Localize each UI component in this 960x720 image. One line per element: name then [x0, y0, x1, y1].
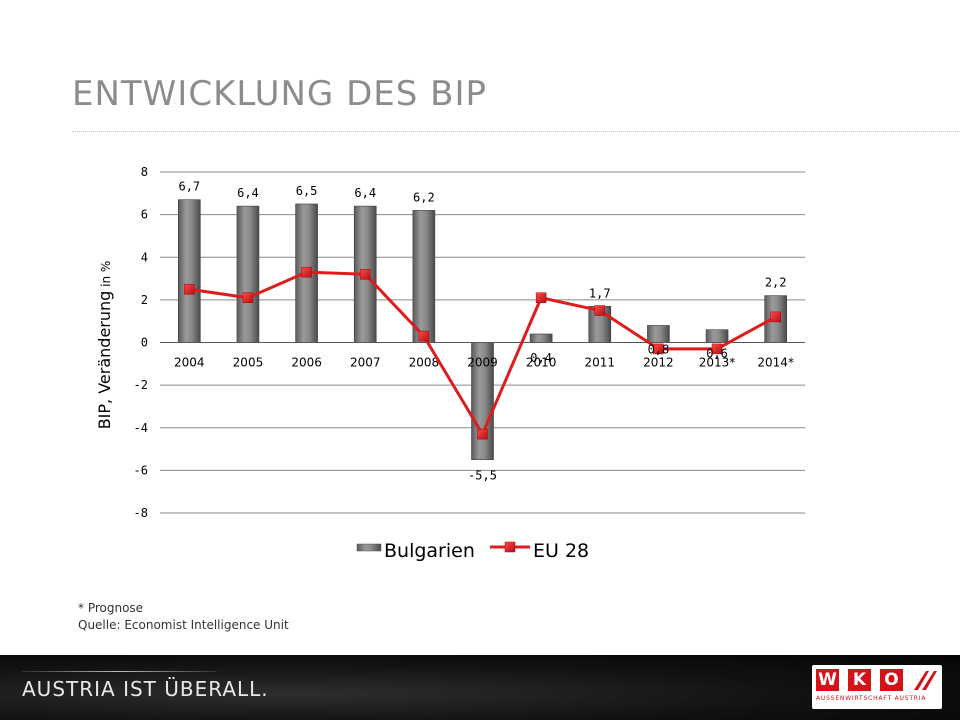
- y-axis-label: BIP, Veränderung in %: [95, 261, 114, 430]
- legend: Bulgarien EU 28: [356, 540, 589, 562]
- x-axis-ticks: 2004 2005 2006 2007 2008 2009 2010 2011 2012 2013…: [174, 356, 794, 370]
- bar: [178, 199, 201, 343]
- x-tick-label: 2007: [350, 356, 381, 370]
- x-tick-label: 2013*: [699, 356, 736, 370]
- x-tick-label: 2014*: [757, 356, 794, 370]
- logo-letter-w: W: [816, 669, 839, 691]
- y-axis-label-main: BIP, Veränderung: [95, 291, 114, 430]
- tagline: AUSTRIA IST ÜBERALL.: [22, 677, 269, 701]
- bar-data-label: -5,5: [468, 469, 497, 483]
- eu28-marker: [535, 292, 547, 303]
- footnote-prognose: * Prognose: [78, 601, 144, 615]
- bar-data-label: 6,5: [296, 184, 318, 198]
- legend-swatch-bulgarien: [356, 543, 382, 552]
- wko-logo: W K O AUSSENWIRTSCHAFT AUSTRIA: [812, 665, 942, 709]
- eu28-marker: [184, 283, 195, 295]
- bar: [236, 205, 260, 343]
- y-axis-label-unit: in %: [99, 261, 113, 291]
- bar-data-label: 0,6: [706, 347, 728, 361]
- footer-bar: AUSTRIA IST ÜBERALL. W K O AUSSENWIRTSCH…: [0, 655, 960, 720]
- bar-data-label: 6,7: [178, 180, 200, 194]
- x-tick-label: 2011: [584, 356, 615, 370]
- eu28-marker: [242, 292, 254, 303]
- page-title: ENTWICKLUNG DES BIP: [72, 74, 487, 114]
- eu28-marker: [594, 305, 606, 316]
- bar: [529, 333, 553, 343]
- logo-swoosh-icon: [914, 671, 937, 690]
- bar-data-label: 0,4: [530, 351, 552, 365]
- x-tick-label: 2009: [467, 356, 498, 370]
- y-axis-ticks: 8 6 4 2 0 -2 -4 -6 -8: [134, 165, 148, 520]
- legend-label-eu28: EU 28: [533, 540, 589, 562]
- bar: [412, 210, 436, 343]
- y-tick-label: 8: [141, 165, 148, 179]
- line-eu28: [184, 266, 781, 440]
- gridlines: [160, 171, 805, 514]
- bar-data-label: 6,2: [413, 190, 435, 204]
- title-divider: [72, 131, 960, 132]
- logo-letter-k: K: [848, 669, 871, 691]
- bar: [705, 329, 729, 343]
- y-tick-label: -8: [134, 506, 148, 520]
- bar-data-labels: 6,7 6,4 6,5 6,4 6,2 -5,5 0,4 1,7 0,8 0,6 2,2: [178, 180, 786, 483]
- bar-data-label: 6,4: [354, 186, 376, 200]
- y-tick-label: -6: [134, 463, 148, 477]
- y-tick-label: -4: [134, 421, 148, 435]
- bar-data-label: 6,4: [237, 186, 259, 200]
- y-tick-label: 4: [141, 250, 148, 264]
- y-tick-label: 6: [141, 208, 148, 222]
- x-tick-label: 2010: [526, 356, 557, 370]
- x-tick-label: 2008: [409, 356, 440, 370]
- logo-subtitle: AUSSENWIRTSCHAFT AUSTRIA: [816, 695, 927, 702]
- x-tick-label: 2004: [174, 356, 205, 370]
- bar-data-label: 1,7: [589, 286, 611, 300]
- eu28-marker: [477, 428, 488, 440]
- eu28-marker: [418, 330, 430, 342]
- eu28-marker: [301, 266, 312, 278]
- y-tick-label: -2: [134, 378, 148, 392]
- footnote-source: Quelle: Economist Intelligence Unit: [78, 618, 289, 632]
- x-tick-label: 2012: [643, 356, 674, 370]
- y-tick-label: 0: [141, 336, 148, 350]
- bar-data-label: 0,8: [648, 342, 670, 356]
- x-tick-label: 2005: [233, 356, 264, 370]
- x-tick-label: 2006: [291, 356, 322, 370]
- bar: [647, 325, 670, 343]
- eu28-marker: [711, 343, 723, 355]
- bars-bulgarien: [178, 199, 787, 461]
- logo-letter-o: O: [880, 669, 903, 691]
- eu28-marker: [359, 269, 371, 280]
- y-tick-label: 2: [141, 293, 148, 307]
- eu28-marker: [770, 311, 781, 323]
- footnote: * Prognose Quelle: Economist Intelligenc…: [78, 600, 289, 634]
- bar-data-label: 2,2: [765, 276, 787, 290]
- eu28-marker: [653, 343, 664, 355]
- tagline-rule: [22, 671, 217, 672]
- legend-label-bulgarien: Bulgarien: [384, 540, 475, 562]
- legend-swatch-eu28-marker: [504, 541, 516, 553]
